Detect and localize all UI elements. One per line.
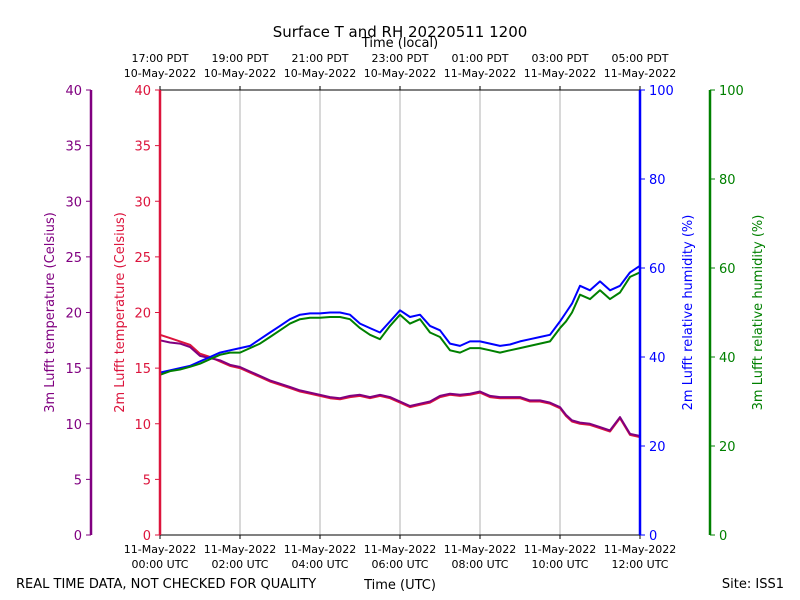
t2m-axis-label: 2m Lufft temperature (Celsius) [113,212,128,413]
rh3m-tick-label: 40 [719,351,736,366]
t2m-tick-label: 30 [134,195,151,210]
rh2m-tick-label: 20 [649,440,666,455]
top-tick-label-date: 10-May-2022 [124,67,196,80]
series-layer [159,264,641,439]
top-tick-label-time: 19:00 PDT [211,52,268,65]
t2m-tick-label: 0 [143,529,151,544]
top-tick-label-time: 17:00 PDT [131,52,188,65]
series-rh2m [159,264,641,374]
bottom-tick-label-date: 11-May-2022 [204,543,276,556]
series-rh3m [159,271,641,376]
t3m-tick-label: 20 [65,307,82,322]
top-tick-label-date: 10-May-2022 [284,67,356,80]
t2m-tick-label: 5 [143,473,151,488]
t3m-tick-label: 25 [65,251,82,266]
vertical-gridlines [239,90,561,535]
bottom-tick-label-date: 11-May-2022 [124,543,196,556]
top-tick-label-time: 21:00 PDT [291,52,348,65]
t3m-tick-label: 30 [65,195,82,210]
rh2m-tick-label: 0 [649,529,657,544]
rh2m-axis-label: 2m Lufft relative humidity (%) [681,215,696,411]
rh2m-tick-label: 60 [649,262,666,277]
bottom-tick-label-time: 06:00 UTC [371,558,428,571]
bottom-tick-label-date: 11-May-2022 [364,543,436,556]
t2m-tick-label: 15 [134,362,151,377]
bottom-tick-label-time: 08:00 UTC [451,558,508,571]
bottom-tick-label-time: 02:00 UTC [211,558,268,571]
bottom-tick-label-date: 11-May-2022 [524,543,596,556]
top-tick-label-time: 03:00 PDT [531,52,588,65]
top-tick-label-date: 11-May-2022 [524,67,596,80]
t2m-tick-label: 20 [134,307,151,322]
top-tick-label-date: 10-May-2022 [204,67,276,80]
rh3m-tick-label: 100 [719,84,744,99]
series-t3m [159,339,641,437]
t2m-tick-label: 35 [134,140,151,155]
rh3m-tick-label: 20 [719,440,736,455]
bottom-tick-label-time: 10:00 UTC [531,558,588,571]
top-tick-label-time: 01:00 PDT [451,52,508,65]
rh3m-tick-label: 60 [719,262,736,277]
t3m-tick-label: 35 [65,140,82,155]
t3m-tick-label: 10 [65,418,82,433]
quality-disclaimer: REAL TIME DATA, NOT CHECKED FOR QUALITY [16,577,316,592]
top-tick-label-date: 11-May-2022 [604,67,676,80]
t2m-tick-label: 40 [134,84,151,99]
rh2m-tick-label: 80 [649,173,666,188]
rh3m-tick-label: 80 [719,173,736,188]
bottom-tick-label-time: 12:00 UTC [611,558,668,571]
bottom-tick-label-date: 11-May-2022 [284,543,356,556]
t2m-tick-label: 10 [134,418,151,433]
top-tick-label-date: 11-May-2022 [444,67,516,80]
bottom-tick-label-date: 11-May-2022 [444,543,516,556]
bottom-axis-title: Time (UTC) [363,578,436,593]
bottom-tick-label-time: 00:00 UTC [131,558,188,571]
t3m-axis-label: 3m Lufft temperature (Celsius) [43,212,58,413]
bottom-tick-label-time: 04:00 UTC [291,558,348,571]
rh2m-tick-label: 40 [649,351,666,366]
top-tick-label-date: 10-May-2022 [364,67,436,80]
rh3m-tick-label: 0 [719,529,727,544]
top-tick-label-time: 23:00 PDT [371,52,428,65]
t2m-tick-label: 25 [134,251,151,266]
axis-layer: 11-May-2022 00:00 UTC 17:00 PDT 10-May-2022… [43,52,766,571]
t3m-tick-label: 40 [65,84,82,99]
t3m-tick-label: 15 [65,362,82,377]
site-label: Site: ISS1 [722,577,784,592]
bottom-tick-label-date: 11-May-2022 [604,543,676,556]
t3m-tick-label: 5 [74,473,82,488]
rh2m-tick-label: 100 [649,84,674,99]
top-tick-label-time: 05:00 PDT [611,52,668,65]
chart-title: Surface T and RH 20220511 1200 [273,23,528,41]
top-axis-title: Time (local) [361,36,438,51]
rh3m-axis-label: 3m Lufft relative humidity (%) [751,215,766,411]
t3m-tick-label: 0 [74,529,82,544]
